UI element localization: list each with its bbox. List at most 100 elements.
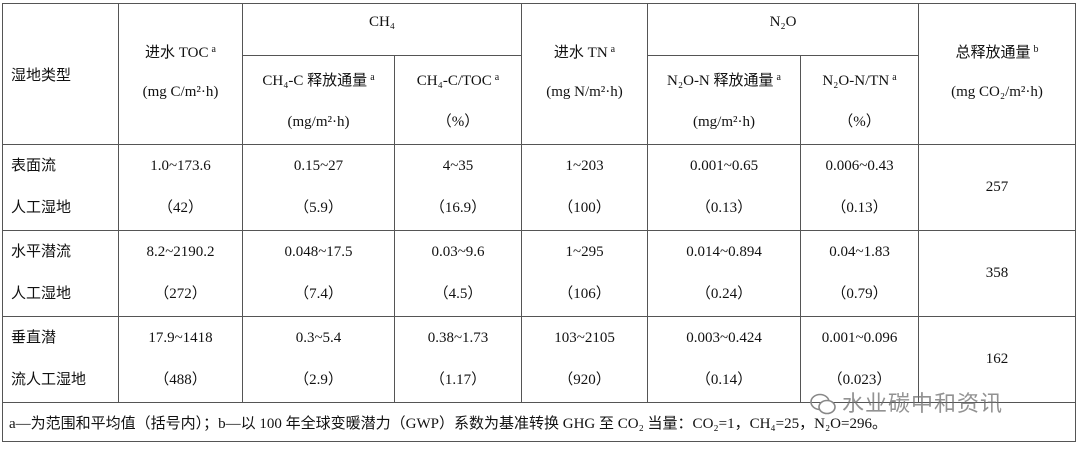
range-text: 8.2~2190.2 xyxy=(146,244,215,260)
range-text: 0.003~0.424 xyxy=(686,330,762,346)
range-text: 0.001~0.65 xyxy=(689,158,759,174)
data-cell: 0.04~1.83 （0.79） xyxy=(800,230,920,317)
data-cell: 0.15~27 （5.9） xyxy=(242,144,395,231)
header-cell: 进水 TN a (mg N/m²·h) xyxy=(521,3,649,145)
data-cell: 0.38~1.73 （1.17） xyxy=(393,316,523,403)
note-marker: a xyxy=(370,72,375,83)
mean-text: （42） xyxy=(157,200,203,216)
note-marker: b xyxy=(1033,44,1039,55)
header-text: 进水 TOC xyxy=(145,45,209,61)
data-cell: 4~35 （16.9） xyxy=(393,144,523,231)
unit-line: （%） xyxy=(801,100,918,144)
table-row: 水平潜流 人工湿地 8.2~2190.2 （272） 0.048~17.5 （7.4） 0.… xyxy=(2,230,1077,317)
data-cell: 0.048~17.5 （7.4） xyxy=(242,230,395,317)
type-text: 水平潜流 xyxy=(11,244,72,260)
unit-line: （%） xyxy=(395,100,521,144)
header-cell: N₂O-N/TN a （%） xyxy=(800,55,920,145)
data-cell: 0.001~0.096 （0.023） xyxy=(800,316,920,403)
range-text: 0.04~1.83 xyxy=(829,244,890,260)
header-text: CH₄-C/TOC xyxy=(416,73,492,89)
mean-text: （16.9） xyxy=(429,200,487,216)
wechat-icon xyxy=(810,393,836,415)
mean-text: （5.9） xyxy=(294,200,343,216)
type-cell: 表面流 人工湿地 xyxy=(2,144,119,231)
unit: (mg N/m²·h) xyxy=(546,84,623,100)
header-cell: CH₄-C 释放通量 a (mg/m²·h) xyxy=(242,55,395,145)
mean-text: （272） xyxy=(154,286,207,302)
unit-line: (mg/m²·h) xyxy=(648,100,800,144)
total-cell: 162 xyxy=(918,316,1077,403)
range-text: 0.38~1.73 xyxy=(427,330,489,346)
range-text: 1~203 xyxy=(565,158,604,174)
header-cell: 湿地类型 xyxy=(2,3,119,145)
mean-text: （0.79） xyxy=(831,286,888,302)
range-text: 4~35 xyxy=(442,158,474,174)
data-cell: 0.014~0.894 （0.24） xyxy=(647,230,802,317)
range-text: 0.3~5.4 xyxy=(295,330,342,346)
mean-text: （0.13） xyxy=(695,200,753,216)
header-text: 湿地类型 xyxy=(11,67,72,84)
range-text: 17.9~1418 xyxy=(148,330,213,346)
note-marker: a xyxy=(776,72,781,83)
range-text: 0.014~0.894 xyxy=(686,244,762,260)
data-cell: 1~295 （106） xyxy=(521,230,649,317)
data-cell: 0.003~0.424 （0.14） xyxy=(647,316,802,403)
header-cell: CH₄-C/TOC a （%） xyxy=(393,55,523,145)
table-body: 表面流人工湿地 1.0~173.6 （42） 0.15~27 （5.9） 4~35 （16.… xyxy=(2,144,1077,403)
header-line: CH₄-C/TOC a xyxy=(395,56,521,100)
type-text: 流人工湿地 xyxy=(11,372,87,388)
note-marker: a xyxy=(610,44,616,55)
type-cell: 垂直潜 流人工湿地 xyxy=(2,316,119,403)
watermark: 水业碳中和资讯 xyxy=(810,386,1003,418)
footnote: a—为范围和平均值（括号内）；b—以 100 年全球变暖潜力（GWP）系数为基准… xyxy=(1,402,1077,442)
mean-text: （920） xyxy=(558,372,611,388)
type-text: 表面流 xyxy=(11,158,57,174)
mean-text: （1.17） xyxy=(429,372,487,388)
unit: (mg/m²·h) xyxy=(693,114,756,130)
range-text: 0.03~9.6 xyxy=(431,244,485,260)
watermark-text: 水业碳中和资讯 xyxy=(842,392,1004,417)
mean-text: （7.4） xyxy=(294,286,343,302)
header-text: CH₄ xyxy=(368,14,396,30)
mean-text: （100） xyxy=(558,200,611,216)
range-text: 0.006~0.43 xyxy=(825,158,894,174)
emission-table: 湿地类型 进水 TOC a (mg C/m²·h) CH₄ 进水 TN a (mg N/… xyxy=(1,3,1077,442)
data-cell: 0.001~0.65 （0.13） xyxy=(647,144,802,231)
data-cell: 1.0~173.6 （42） xyxy=(118,144,243,231)
note-marker: a xyxy=(892,72,897,83)
total-cell: 358 xyxy=(918,230,1077,317)
type-cell: 水平潜流 人工湿地 xyxy=(2,230,119,317)
unit: （%） xyxy=(436,114,480,130)
mean-text: （0.023） xyxy=(827,372,892,388)
header-line: N₂O-N 释放通量 a xyxy=(648,56,800,100)
data-cell: 8.2~2190.2 （272） xyxy=(118,230,243,317)
header-text: 总释放通量 xyxy=(955,45,1031,61)
range-text: 1~295 xyxy=(565,244,604,260)
type-text: 人工湿地 xyxy=(11,200,72,216)
type-text: 垂直潜 xyxy=(11,330,57,346)
unit: (mg/m²·h) xyxy=(287,114,350,130)
range-text: 0.048~17.5 xyxy=(284,244,353,260)
header-text: 进水 TN xyxy=(553,45,608,61)
unit: (mg C/m²·h) xyxy=(142,84,219,100)
range-text: 103~2105 xyxy=(554,330,615,346)
note-marker: a xyxy=(211,44,216,55)
unit: (mg CO₂/m²·h) xyxy=(951,84,1043,100)
header-line: CH₄-C 释放通量 a xyxy=(243,56,394,100)
header-text: N₂O-N 释放通量 xyxy=(667,73,774,89)
mean-text: （4.5） xyxy=(433,286,483,302)
header-cell: N₂O xyxy=(647,3,920,56)
data-cell: 0.03~9.6 （4.5） xyxy=(393,230,523,317)
range-text: 1.0~173.6 xyxy=(150,158,211,174)
table-row: 垂直潜 流人工湿地 17.9~1418 （488） 0.3~5.4 （2.9） 0.38~1… xyxy=(2,316,1077,403)
data-cell: 0.3~5.4 （2.9） xyxy=(242,316,395,403)
data-cell: 1~203 （100） xyxy=(521,144,649,231)
header-text: N₂O-N/TN xyxy=(822,73,890,89)
subheader-row: CH₄-C 释放通量 a (mg/m²·h) CH₄-C/TOC a （%） N₂O-N 释… xyxy=(3,55,1076,145)
data-cell: 17.9~1418 （488） xyxy=(118,316,243,403)
mean-text: （0.14） xyxy=(695,372,753,388)
type-text: 人工湿地 xyxy=(11,286,72,302)
note-marker: a xyxy=(494,72,500,83)
header-cell: CH₄ xyxy=(241,3,523,56)
mean-text: （0.24） xyxy=(695,286,753,302)
